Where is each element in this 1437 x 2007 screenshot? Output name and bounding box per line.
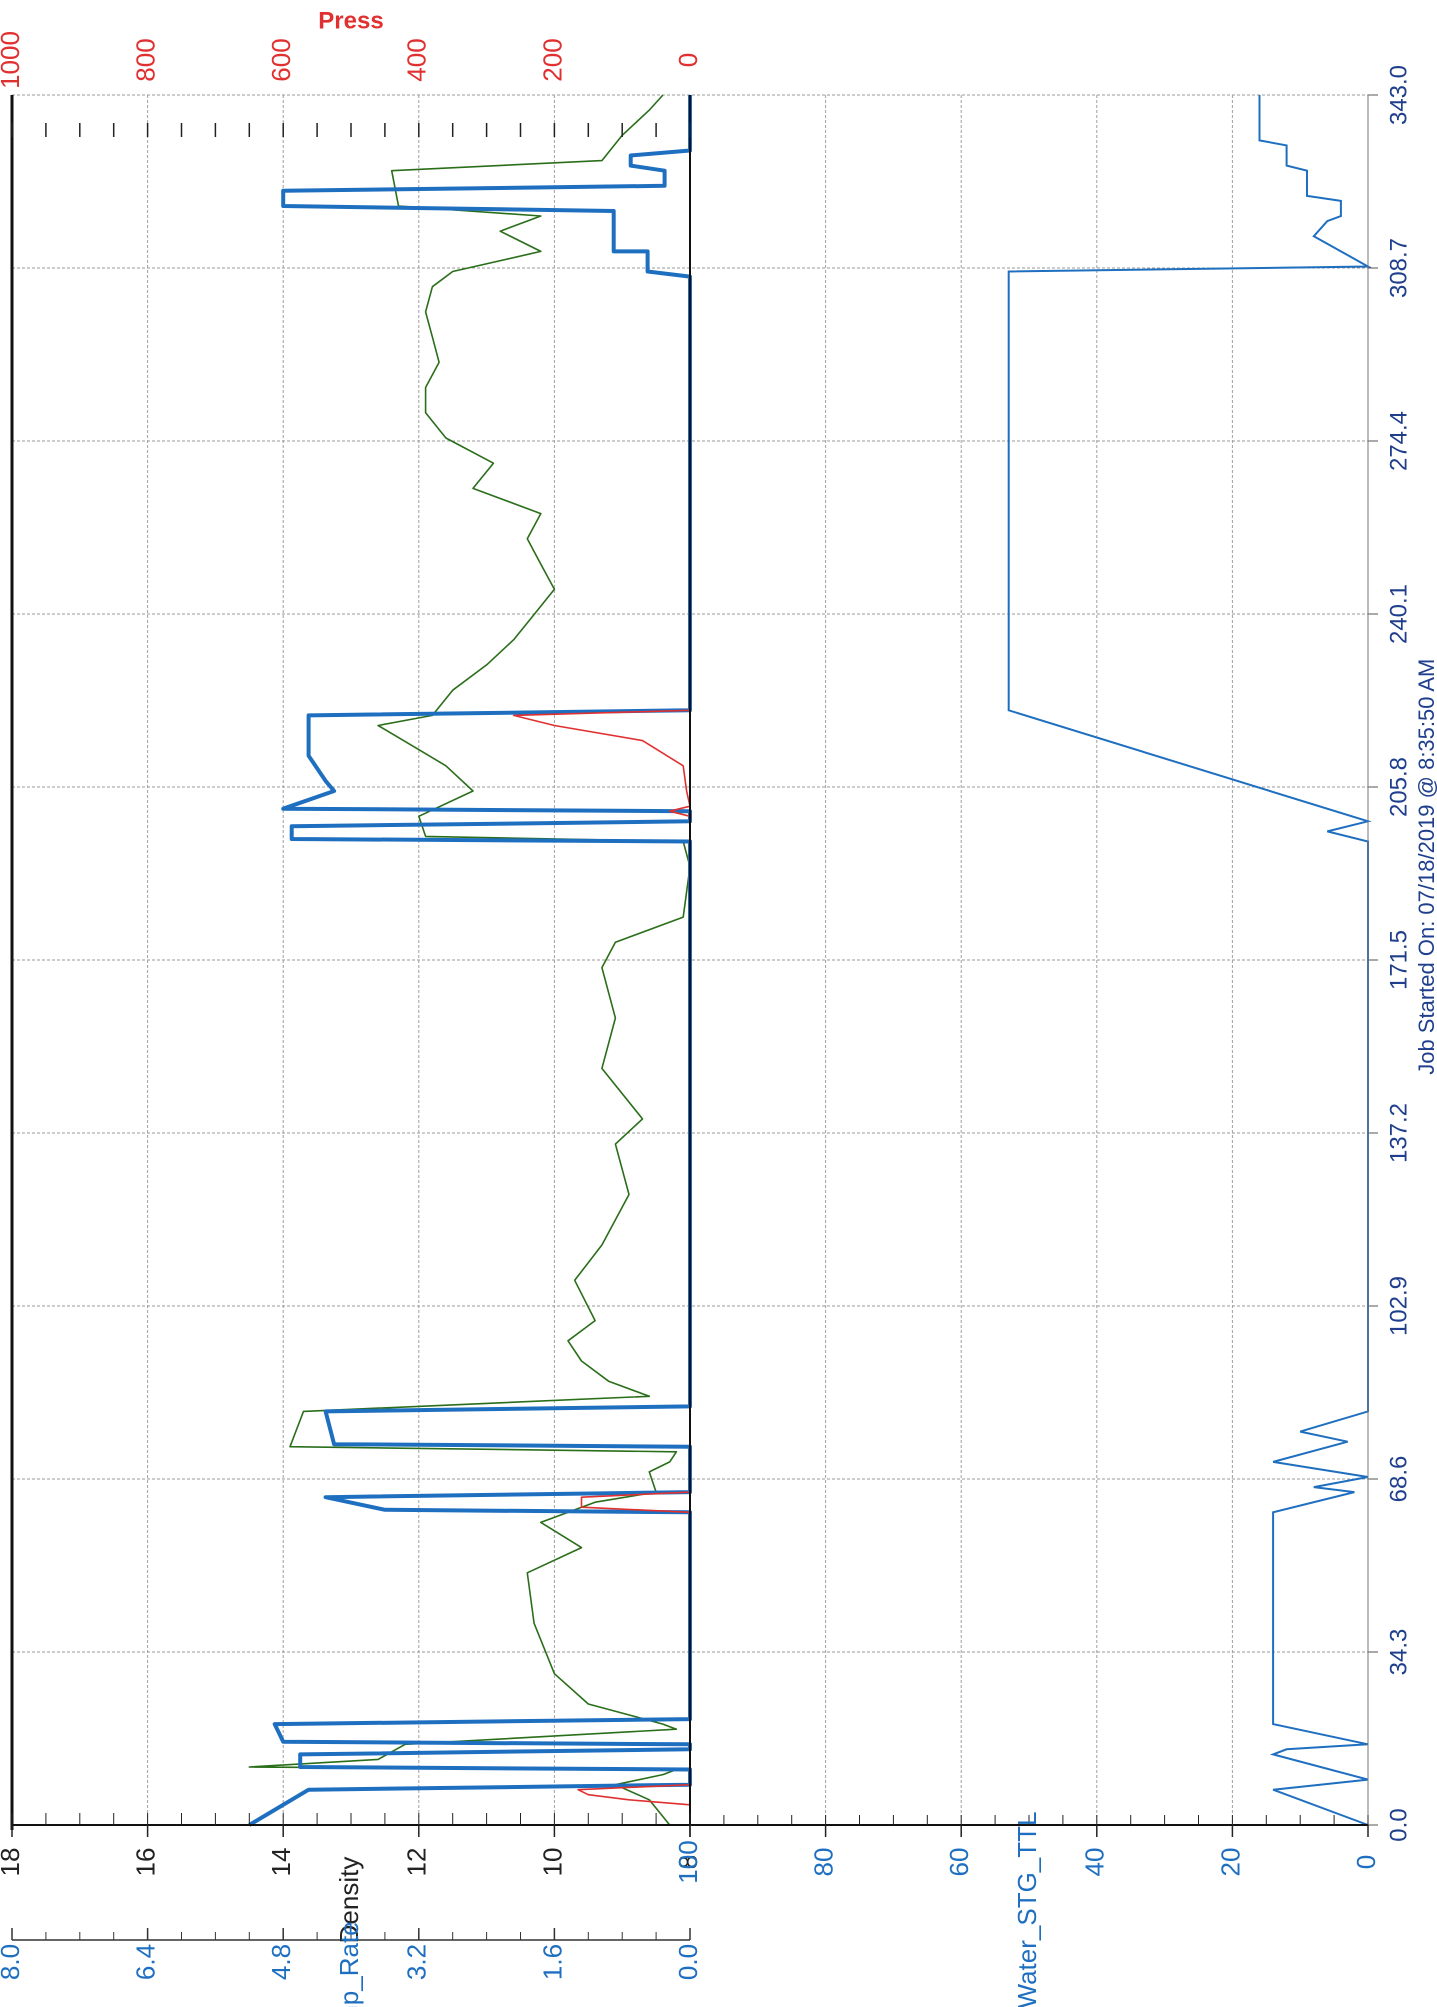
pump-rate-axis-label: Pump_Rate bbox=[334, 1921, 364, 2007]
x-tick-label: 343.0 bbox=[1385, 65, 1412, 125]
density-tick-label: 8 bbox=[673, 1855, 703, 1869]
water-tick-label: 40 bbox=[1080, 1848, 1110, 1877]
density-axis-label: Density bbox=[334, 1857, 364, 1944]
x-tick-label: 205.8 bbox=[1385, 757, 1412, 817]
x-tick-label: 137.2 bbox=[1385, 1103, 1412, 1163]
density-tick-label: 16 bbox=[130, 1848, 160, 1877]
x-tick-label: 34.3 bbox=[1385, 1629, 1412, 1676]
x-tick-label: 274.4 bbox=[1385, 411, 1412, 471]
density-tick-label: 18 bbox=[0, 1848, 25, 1877]
x-tick-label: 68.6 bbox=[1385, 1456, 1412, 1503]
water-tick-label: 60 bbox=[944, 1848, 974, 1877]
density-tick-label: 14 bbox=[266, 1848, 296, 1877]
pump-rate-tick-label: 6.4 bbox=[130, 1944, 160, 1980]
density-tick-label: 12 bbox=[402, 1848, 432, 1877]
pump-rate-tick-label: 1.6 bbox=[537, 1944, 567, 1980]
pump-rate-tick-label: 4.8 bbox=[266, 1944, 296, 1980]
press-tick-label: 0 bbox=[673, 53, 703, 67]
pump-rate-tick-label: 3.2 bbox=[402, 1944, 432, 1980]
press-tick-label: 600 bbox=[266, 38, 296, 81]
axis-labels: 0.0 34.3 68.6 102.9 137.2 171.5 205.8 240.1 274.… bbox=[0, 7, 1437, 2007]
pump-rate-tick-label: 8.0 bbox=[0, 1944, 25, 1980]
density-tick-label: 10 bbox=[537, 1848, 567, 1877]
x-tick-label: 308.7 bbox=[1385, 238, 1412, 298]
press-tick-label: 400 bbox=[402, 38, 432, 81]
press-axis-label: Press bbox=[318, 7, 383, 34]
job-started-label: Job Started On: 07/18/2019 @ 8:35:50 AM bbox=[1414, 659, 1437, 1075]
axes bbox=[10, 94, 1378, 1941]
press-tick-label: 800 bbox=[130, 38, 160, 81]
water-tick-label: 0 bbox=[1351, 1855, 1381, 1869]
x-tick-label: 0.0 bbox=[1385, 1808, 1412, 1841]
x-tick-label: 102.9 bbox=[1385, 1276, 1412, 1336]
press-tick-label: 200 bbox=[537, 38, 567, 81]
water-tick-label: 80 bbox=[808, 1848, 838, 1877]
water-tick-label: 100 bbox=[673, 1840, 703, 1883]
press-tick-label: 1000 bbox=[0, 31, 25, 89]
series-density-line bbox=[248, 94, 691, 1826]
x-tick-label: 171.5 bbox=[1385, 930, 1412, 990]
pump-rate-tick-label: 0.0 bbox=[673, 1944, 703, 1980]
x-tick-label: 240.1 bbox=[1385, 584, 1412, 644]
water-axis-label: Water_STG_TTL bbox=[1012, 1812, 1042, 2007]
water-tick-label: 20 bbox=[1215, 1848, 1245, 1877]
